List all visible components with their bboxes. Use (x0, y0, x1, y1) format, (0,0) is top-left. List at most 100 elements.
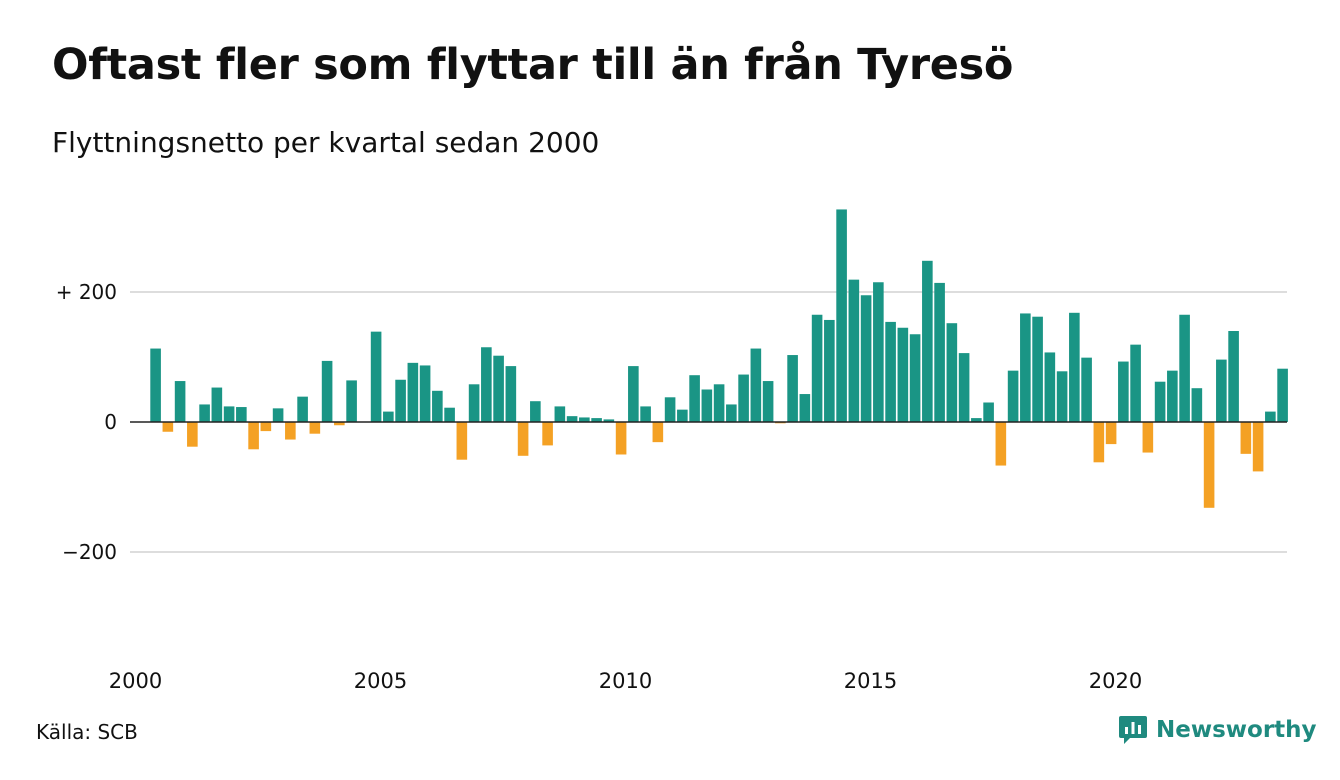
bar (419, 365, 431, 422)
bar (1118, 361, 1129, 422)
grid-lines (130, 291, 1287, 553)
bar (1056, 371, 1068, 422)
bar (444, 407, 455, 422)
bar (701, 389, 713, 422)
bar (958, 353, 970, 422)
bar (223, 406, 235, 422)
bar (383, 411, 394, 422)
bar (493, 355, 504, 422)
bar (554, 406, 566, 422)
chart-subtitle: Flyttningsnetto per kvartal sedan 2000 (52, 126, 600, 159)
bar (1265, 411, 1276, 422)
bar (897, 327, 909, 422)
x-tick-label: 2000 (109, 669, 162, 693)
bar (995, 422, 1007, 466)
chart-title: Oftast fler som flyttar till än från Tyr… (52, 40, 1014, 90)
bar (1044, 352, 1056, 422)
bar (1093, 422, 1105, 463)
bar (1203, 422, 1215, 508)
bar (799, 394, 811, 422)
bar (787, 355, 798, 422)
bar (738, 374, 749, 422)
bar (566, 416, 578, 422)
x-tick-label: 2010 (599, 669, 652, 693)
bar (652, 422, 664, 443)
bar (860, 295, 872, 422)
bar (321, 360, 333, 422)
bar (432, 390, 443, 422)
brand-name: Newsworthy (1156, 717, 1317, 743)
newsworthy-logo-icon (1119, 716, 1147, 744)
bar (713, 384, 725, 422)
bars (150, 209, 1288, 508)
bar (456, 422, 468, 460)
bar (750, 348, 762, 422)
bar (983, 402, 994, 422)
bar (481, 347, 492, 422)
bar (1130, 344, 1141, 422)
bar (848, 279, 860, 422)
bar (824, 319, 835, 422)
bar (1154, 381, 1166, 422)
bar (1252, 422, 1264, 472)
bar (971, 418, 982, 422)
brand-logo: Newsworthy (1118, 714, 1317, 746)
source-note: Källa: SCB (36, 720, 138, 744)
bar (934, 282, 945, 422)
bar (542, 422, 553, 446)
bar (640, 406, 651, 422)
bar (873, 282, 884, 422)
bar-chart: + 200 0 −200 2000 2005 2010 2015 2020 (56, 209, 1288, 693)
bar (762, 381, 774, 422)
x-tick-label: 2015 (844, 669, 897, 693)
bar (236, 407, 247, 422)
bar (1069, 312, 1080, 422)
bar (909, 334, 921, 422)
bar (285, 422, 296, 440)
bar (1277, 368, 1288, 422)
bar (1228, 331, 1239, 422)
bar (248, 422, 259, 450)
bar (1081, 357, 1092, 422)
x-tick-label: 2005 (354, 669, 407, 693)
bar (211, 387, 223, 422)
bar (187, 422, 198, 447)
bar (199, 404, 210, 422)
bar (946, 323, 958, 422)
bar (334, 422, 345, 426)
bar (1240, 422, 1252, 454)
y-tick-label: −200 (62, 540, 117, 564)
bar (726, 404, 737, 422)
bar (1105, 422, 1117, 445)
bar (162, 422, 174, 432)
bar (468, 384, 480, 422)
bar (1032, 316, 1043, 422)
y-tick-label: 0 (104, 410, 117, 434)
bar (150, 348, 161, 422)
axes: + 200 0 −200 2000 2005 2010 2015 2020 (56, 280, 1287, 693)
bar (591, 418, 602, 422)
bar (395, 379, 406, 422)
bar (1020, 313, 1031, 422)
bar (628, 366, 639, 422)
bar (689, 375, 700, 422)
bar (1167, 370, 1178, 422)
bar (1142, 422, 1154, 453)
bar (297, 396, 308, 422)
y-tick-label: + 200 (56, 280, 117, 304)
bar (407, 362, 419, 422)
bar (615, 422, 627, 455)
bar (1216, 359, 1227, 422)
bar (517, 422, 529, 456)
bar (1007, 370, 1019, 422)
bar (677, 409, 688, 422)
bar (922, 260, 933, 422)
bar (664, 397, 676, 422)
bar (811, 314, 823, 422)
bar (505, 366, 517, 422)
bar (174, 381, 186, 422)
x-tick-label: 2020 (1089, 669, 1142, 693)
bar (370, 331, 382, 422)
bar (579, 417, 590, 422)
bar (530, 401, 541, 422)
